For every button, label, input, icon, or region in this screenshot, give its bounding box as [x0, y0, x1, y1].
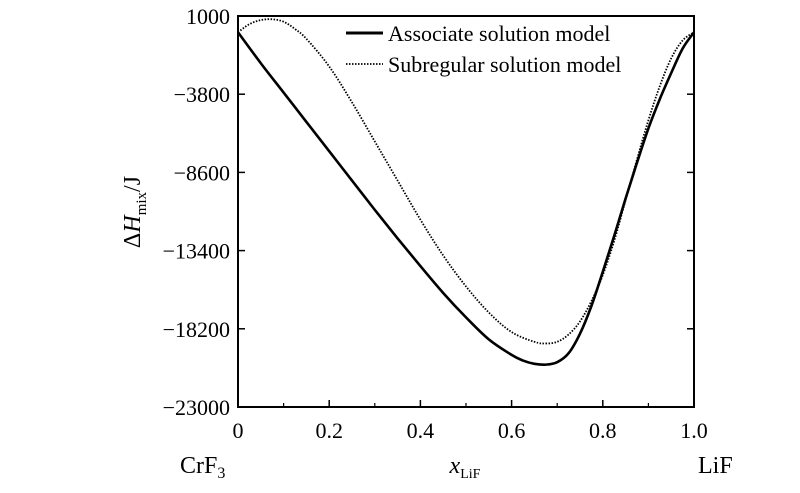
series-line-associate: [236, 31, 696, 367]
x-tick-label: 0.4: [407, 418, 435, 443]
end-label-right: LiF: [698, 453, 733, 479]
y-tick-label: 1000: [186, 4, 230, 29]
end-label-left: CrF3: [180, 453, 225, 482]
y-tick-label: −3800: [174, 82, 230, 107]
y-tick-label: −18200: [163, 317, 230, 342]
x-tick-label: 0.6: [498, 418, 526, 443]
legend-label-subregular: Subregular solution model: [388, 52, 621, 77]
series-lines: [236, 18, 696, 367]
legend-label-associate: Associate solution model: [388, 21, 610, 46]
y-tick-label: −23000: [163, 395, 230, 420]
y-tick-label: −13400: [163, 239, 230, 264]
x-tick-label: 0.8: [589, 418, 617, 443]
y-tick-label: −8600: [174, 160, 230, 185]
y-axis-title: ΔHmix/J: [120, 176, 150, 248]
axis-ticks: 0 0.2 0.4 0.6 0.8 1.0 1000 −3800 −8600 −13400 −182…: [163, 4, 708, 443]
x-tick-label: 1.0: [680, 418, 708, 443]
x-tick-label: 0: [233, 418, 244, 443]
x-axis-title: xLiF: [449, 453, 481, 482]
legend: Associate solution model Subregular solu…: [346, 21, 621, 77]
x-tick-label: 0.2: [315, 418, 343, 443]
